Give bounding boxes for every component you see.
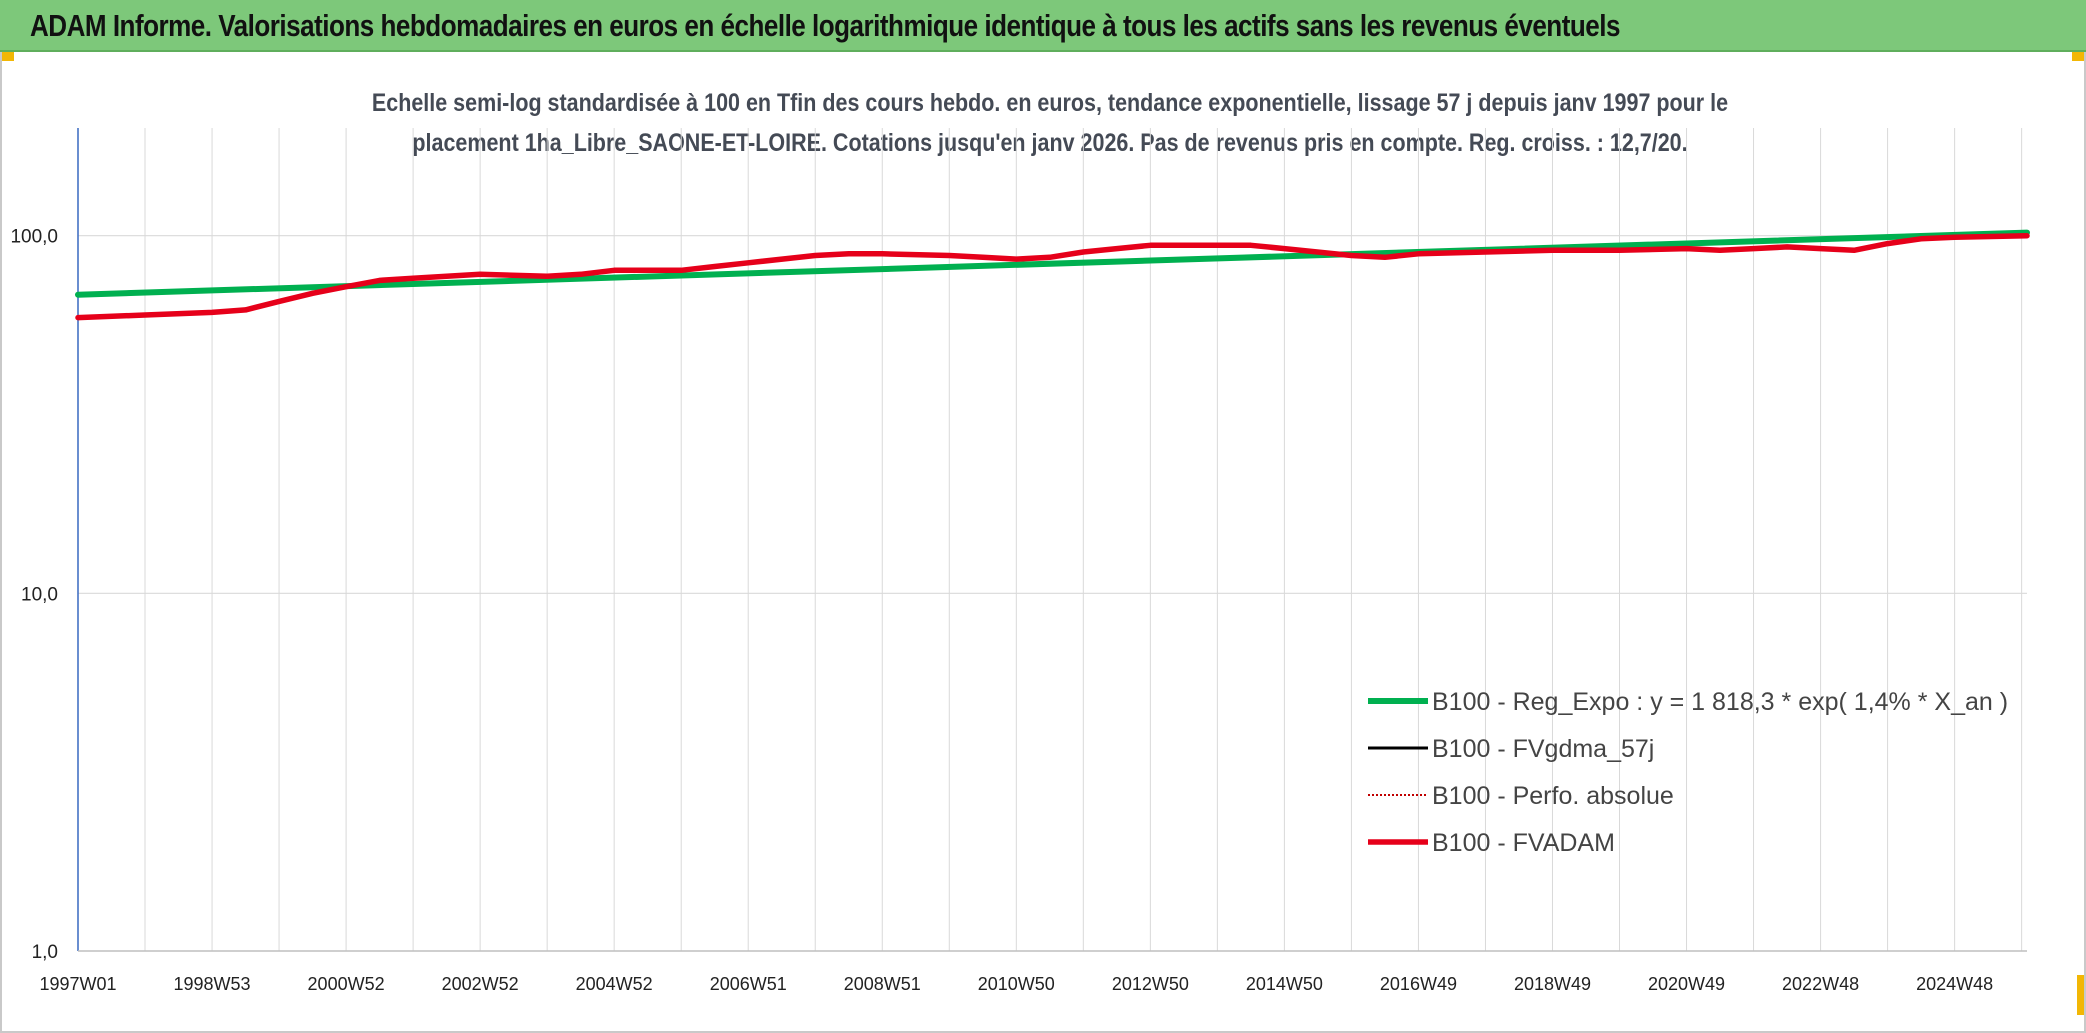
y-tick-label: 100,0 (10, 227, 58, 248)
axes (77, 128, 2027, 952)
corner-marker-bottom-right (2077, 975, 2086, 1015)
chart-frame (0, 52, 2086, 1033)
legend-item-perfo[interactable]: B100 - Perfo. absolue (1368, 782, 1674, 810)
x-tick-label: 2000W52 (308, 974, 385, 994)
x-tick-label: 2020W49 (1648, 974, 1725, 994)
chart-title-line2: placement 1ha_Libre_SAONE-ET-LOIRE. Cota… (412, 129, 1688, 157)
x-tick-label: 2004W52 (576, 974, 653, 994)
report-title: ADAM Informe. Valorisations hebdomadaire… (30, 8, 1620, 43)
corner-marker-right (2072, 52, 2086, 61)
legend-label-fvgdma: B100 - FVgdma_57j (1432, 735, 1654, 763)
series-line-regression (75, 229, 2030, 298)
tick-labels: 100,0 10,0 1,0 1997W01 1998W53 2000W52 2002W52… (10, 227, 1993, 994)
report-banner: ADAM Informe. Valorisations hebdomadaire… (0, 0, 2086, 52)
legend-label-fvadam: B100 - FVADAM (1432, 829, 1615, 857)
x-tick-label: 1997W01 (39, 974, 116, 994)
x-tick-label: 2002W52 (442, 974, 519, 994)
series-lines (75, 229, 2030, 321)
legend-item-fvgdma[interactable]: B100 - FVgdma_57j (1368, 735, 1654, 763)
legend[interactable]: B100 - Reg_Expo : y = 1 818,3 * exp( 1,4… (1368, 688, 2008, 857)
legend-item-fvadam[interactable]: B100 - FVADAM (1368, 829, 1615, 857)
y-tick-label: 1,0 (32, 942, 58, 963)
x-tick-label: 2016W49 (1380, 974, 1457, 994)
legend-label-perfo: B100 - Perfo. absolue (1432, 782, 1674, 810)
x-tick-label: 2008W51 (844, 974, 921, 994)
legend-item-regression[interactable]: B100 - Reg_Expo : y = 1 818,3 * exp( 1,4… (1368, 688, 2008, 716)
chart-title-line1: Echelle semi-log standardisée à 100 en T… (371, 89, 1729, 117)
x-tick-label: 2006W51 (710, 974, 787, 994)
x-tick-label: 2012W50 (1112, 974, 1189, 994)
x-tick-label: 1998W53 (174, 974, 251, 994)
corner-marker-left (0, 52, 14, 61)
legend-label-regression: B100 - Reg_Expo : y = 1 818,3 * exp( 1,4… (1432, 688, 2008, 716)
x-tick-label: 2022W48 (1782, 974, 1859, 994)
x-tick-label: 2010W50 (978, 974, 1055, 994)
series-line-fvadam (75, 232, 2030, 321)
x-tick-label: 2024W48 (1916, 974, 1993, 994)
y-tick-label: 10,0 (21, 584, 58, 605)
x-tick-label: 2014W50 (1246, 974, 1323, 994)
x-tick-label: 2018W49 (1514, 974, 1591, 994)
